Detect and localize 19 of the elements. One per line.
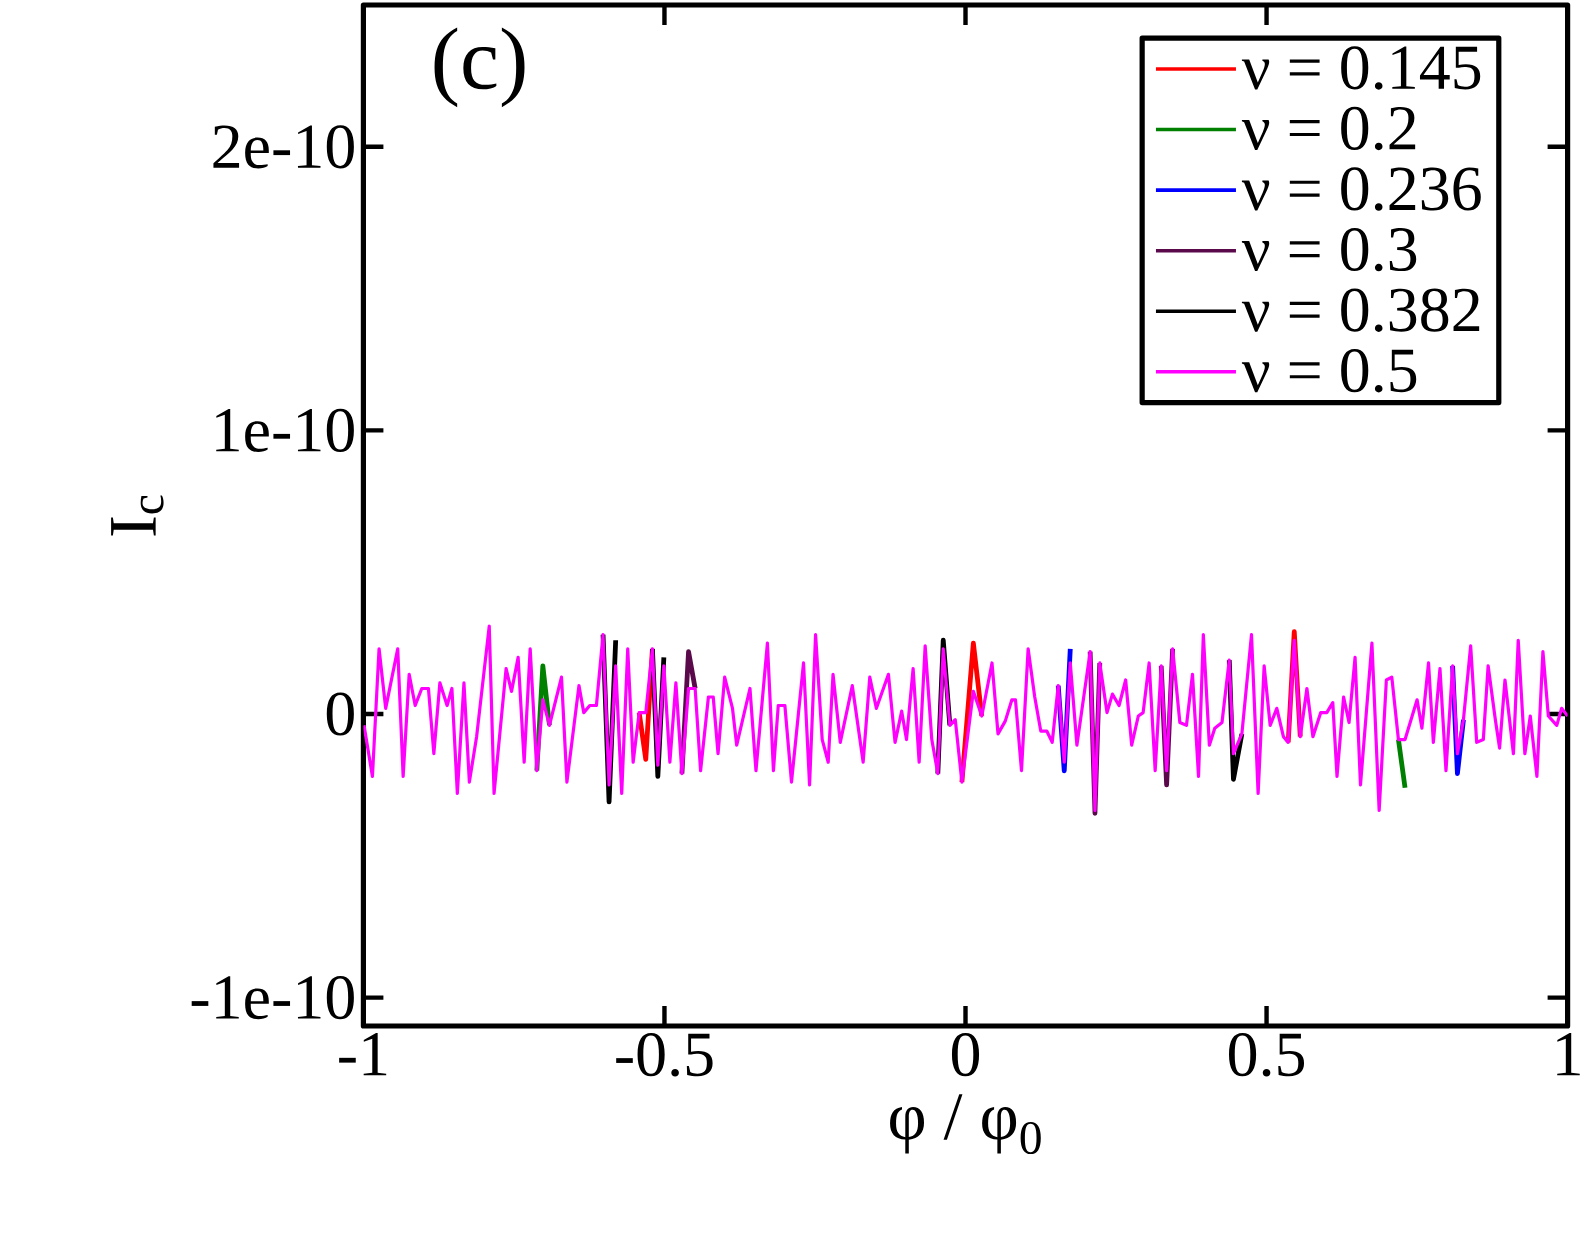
y-tick-label: 2e-10 [213, 125, 354, 169]
x-tick-label: 0.5 [1229, 1033, 1305, 1077]
line-series [363, 624, 1568, 813]
legend-label: ν = 0.3 [1241, 227, 1417, 272]
y-tick-label: -1e-10 [191, 976, 354, 1020]
x-tick-label: 0 [951, 1033, 980, 1077]
x-tick-label: -0.5 [616, 1033, 713, 1077]
x-tick-label: 1 [1557, 1033, 1580, 1076]
legend-label: ν = 0.5 [1241, 349, 1417, 393]
y-tick-label: 1e-10 [216, 408, 354, 452]
x-tick-label: -1 [339, 1033, 387, 1076]
legend-label: ν = 0.236 [1241, 167, 1481, 211]
legend-label: ν = 0.145 [1241, 46, 1481, 90]
y-tick-label: 0 [326, 692, 354, 736]
legend-label: ν = 0.382 [1241, 288, 1480, 332]
annotation: (c) [434, 27, 525, 108]
legend-label: ν = 0.2 [1241, 106, 1416, 151]
x-axis-title: φ / φ$_{0}$ [890, 1094, 1041, 1155]
y-axis-title: I$_{c}$ [111, 495, 164, 536]
